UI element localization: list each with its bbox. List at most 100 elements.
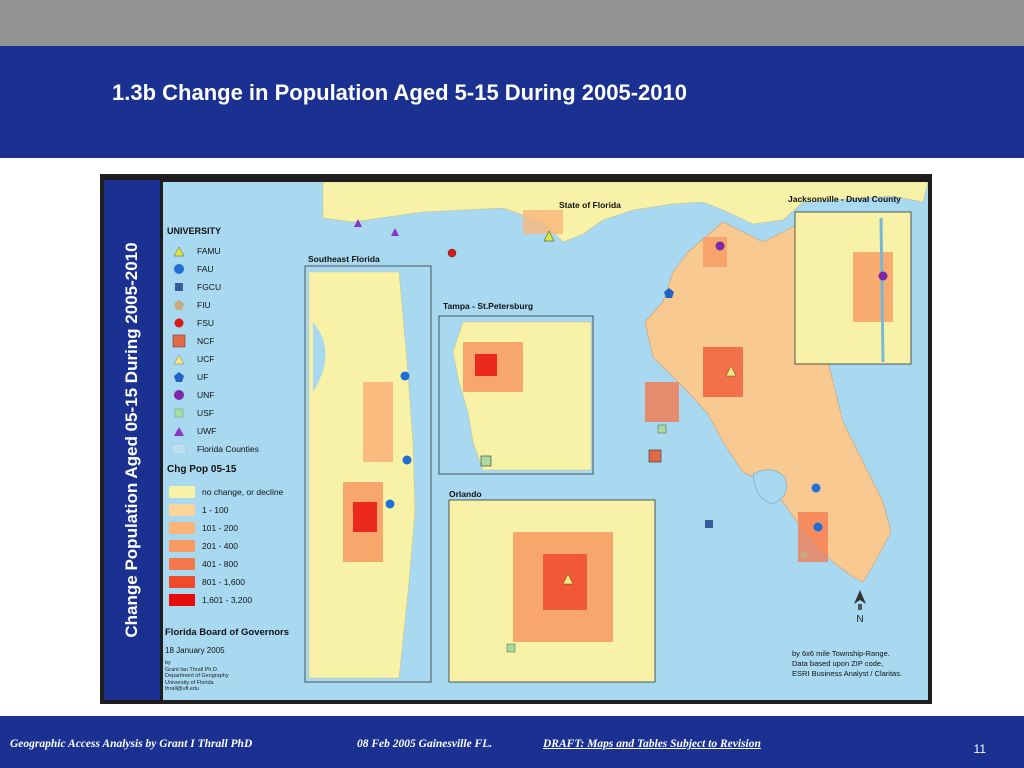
legend-class-label: 101 - 200 xyxy=(202,523,238,533)
usf-orlando-marker xyxy=(506,643,516,653)
footer-draft: DRAFT: Maps and Tables Subject to Revisi… xyxy=(543,738,761,750)
uwf-marker-2 xyxy=(391,228,399,236)
legend-class-1: 1 - 100 xyxy=(165,501,305,519)
legend-label: FIU xyxy=(197,300,211,310)
color-swatch xyxy=(169,558,195,570)
ucf-marker xyxy=(725,365,737,377)
legend-class-label: 1,601 - 3,200 xyxy=(202,595,253,605)
legend-class-5: 801 - 1,600 xyxy=(165,573,305,591)
north-arrow-icon xyxy=(854,590,866,610)
fau-marker-2 xyxy=(813,522,823,532)
label-tampa: Tampa - St.Petersburg xyxy=(443,301,534,311)
lake-okeechobee xyxy=(752,469,787,505)
legend-class-label: 401 - 800 xyxy=(202,559,238,569)
legend-label: UNF xyxy=(197,390,215,400)
legend-class-6: 1,601 - 3,200 xyxy=(165,591,305,609)
usf-inset-marker xyxy=(480,455,492,467)
pentagon-icon xyxy=(174,300,184,310)
legend-label: UWF xyxy=(197,426,217,436)
color-swatch xyxy=(169,540,195,552)
legend-label: FAMU xyxy=(197,246,221,256)
map-date: 18 January 2005 xyxy=(165,646,225,655)
famu-marker xyxy=(543,230,555,242)
color-swatch xyxy=(169,504,195,516)
legend-item-usf: USF xyxy=(165,404,305,422)
pentagon-icon xyxy=(174,372,184,382)
ucf-orlando-marker xyxy=(562,573,574,585)
unf-inset-marker xyxy=(878,271,888,281)
slide-header xyxy=(0,46,1024,158)
uwf-marker xyxy=(354,219,362,227)
legend-class-label: 801 - 1,600 xyxy=(202,577,246,587)
legend-university-title: UNIVERSITY xyxy=(167,226,222,236)
legend-item-uf: UF xyxy=(165,368,305,386)
square-icon xyxy=(174,408,184,418)
legend-class-4: 401 - 800 xyxy=(165,555,305,573)
note-line: Data based upon ZIP code, xyxy=(792,658,884,668)
map-source-note: by 6x6 mile Township-Range. Data based u… xyxy=(792,649,902,678)
map-vertical-title: Change Population Aged 05-15 During 2005… xyxy=(122,242,141,638)
credit-line: by xyxy=(165,660,171,666)
legend-item-florida-counties: Florida Counties xyxy=(165,440,305,458)
map-credit: by Grant Ian Thrall Ph.D. Department of … xyxy=(165,660,229,693)
label-state-of-florida: State of Florida xyxy=(559,200,621,210)
fau-inset-marker-3 xyxy=(385,499,395,509)
legend-item-fgcu: FGCU xyxy=(165,278,305,296)
color-swatch xyxy=(169,576,195,588)
triangle-icon xyxy=(173,353,185,364)
fsu-marker xyxy=(447,248,457,258)
hotspot-orlando xyxy=(703,347,743,397)
legend-class-label: 1 - 100 xyxy=(202,505,229,515)
footer-author: Geographic Access Analysis by Grant I Th… xyxy=(10,738,253,750)
color-swatch xyxy=(169,594,195,606)
credit-line: Department of Geography xyxy=(165,673,229,680)
legend-class-label: 201 - 400 xyxy=(202,541,238,551)
legend-class-0: no change, or decline xyxy=(165,483,305,501)
circle-icon xyxy=(174,264,184,274)
credit-line: University of Florida xyxy=(165,679,214,686)
triangle-icon xyxy=(174,426,184,436)
fau-marker xyxy=(811,483,821,493)
legend-label: FAU xyxy=(197,264,214,274)
legend-label: USF xyxy=(197,408,214,418)
label-southeast-florida: Southeast Florida xyxy=(308,254,380,264)
legend-label: UF xyxy=(197,372,209,382)
fau-inset-marker-2 xyxy=(402,455,412,465)
box-icon xyxy=(171,443,187,455)
fau-inset-marker xyxy=(400,371,410,381)
slide-footer xyxy=(0,716,1024,768)
circle-icon xyxy=(174,318,184,328)
legend-item-unf: UNF xyxy=(165,386,305,404)
triangle-icon xyxy=(173,245,185,256)
map-legend: UNIVERSITY FAMU FAU FGCU FIU FSU NCF UCF… xyxy=(165,226,305,609)
map-panel xyxy=(163,182,928,700)
legend-item-fau: FAU xyxy=(165,260,305,278)
hotspot-panhandle xyxy=(523,210,563,234)
board-of-governors-label: Florida Board of Governors xyxy=(165,627,290,638)
legend-item-famu: FAMU xyxy=(165,242,305,260)
color-swatch xyxy=(169,522,195,534)
note-line: ESRI Business Analyst / Claritas. xyxy=(792,668,903,678)
hotspot-tampa xyxy=(645,382,679,422)
legend-item-ucf: UCF xyxy=(165,350,305,368)
legend-label: UCF xyxy=(197,354,215,364)
label-orlando: Orlando xyxy=(449,489,482,499)
legend-item-uwf: UWF xyxy=(165,422,305,440)
uf-marker xyxy=(664,288,674,298)
note-line: by 6x6 mile Township-Range. xyxy=(792,649,890,658)
legend-class-2: 101 - 200 xyxy=(165,519,305,537)
usf-marker xyxy=(657,424,667,434)
ncf-marker xyxy=(648,449,662,463)
label-jacksonville: Jacksonville - Duval County xyxy=(788,194,901,204)
square-icon xyxy=(175,283,183,291)
legend-label: FSU xyxy=(197,318,214,328)
credit-line: Grant Ian Thrall Ph.D. xyxy=(165,666,219,673)
credit-line: thrall@ufl.edu xyxy=(165,686,200,693)
top-gray-bar xyxy=(0,0,1024,46)
legend-item-fsu: FSU xyxy=(165,314,305,332)
slide-title: 1.3b Change in Population Aged 5-15 Duri… xyxy=(112,80,687,105)
north-label: N xyxy=(856,614,864,625)
fgcu-marker xyxy=(705,520,713,528)
map-title-sidebar xyxy=(104,180,160,700)
legend-change-title: Chg Pop 05-15 xyxy=(167,464,237,475)
